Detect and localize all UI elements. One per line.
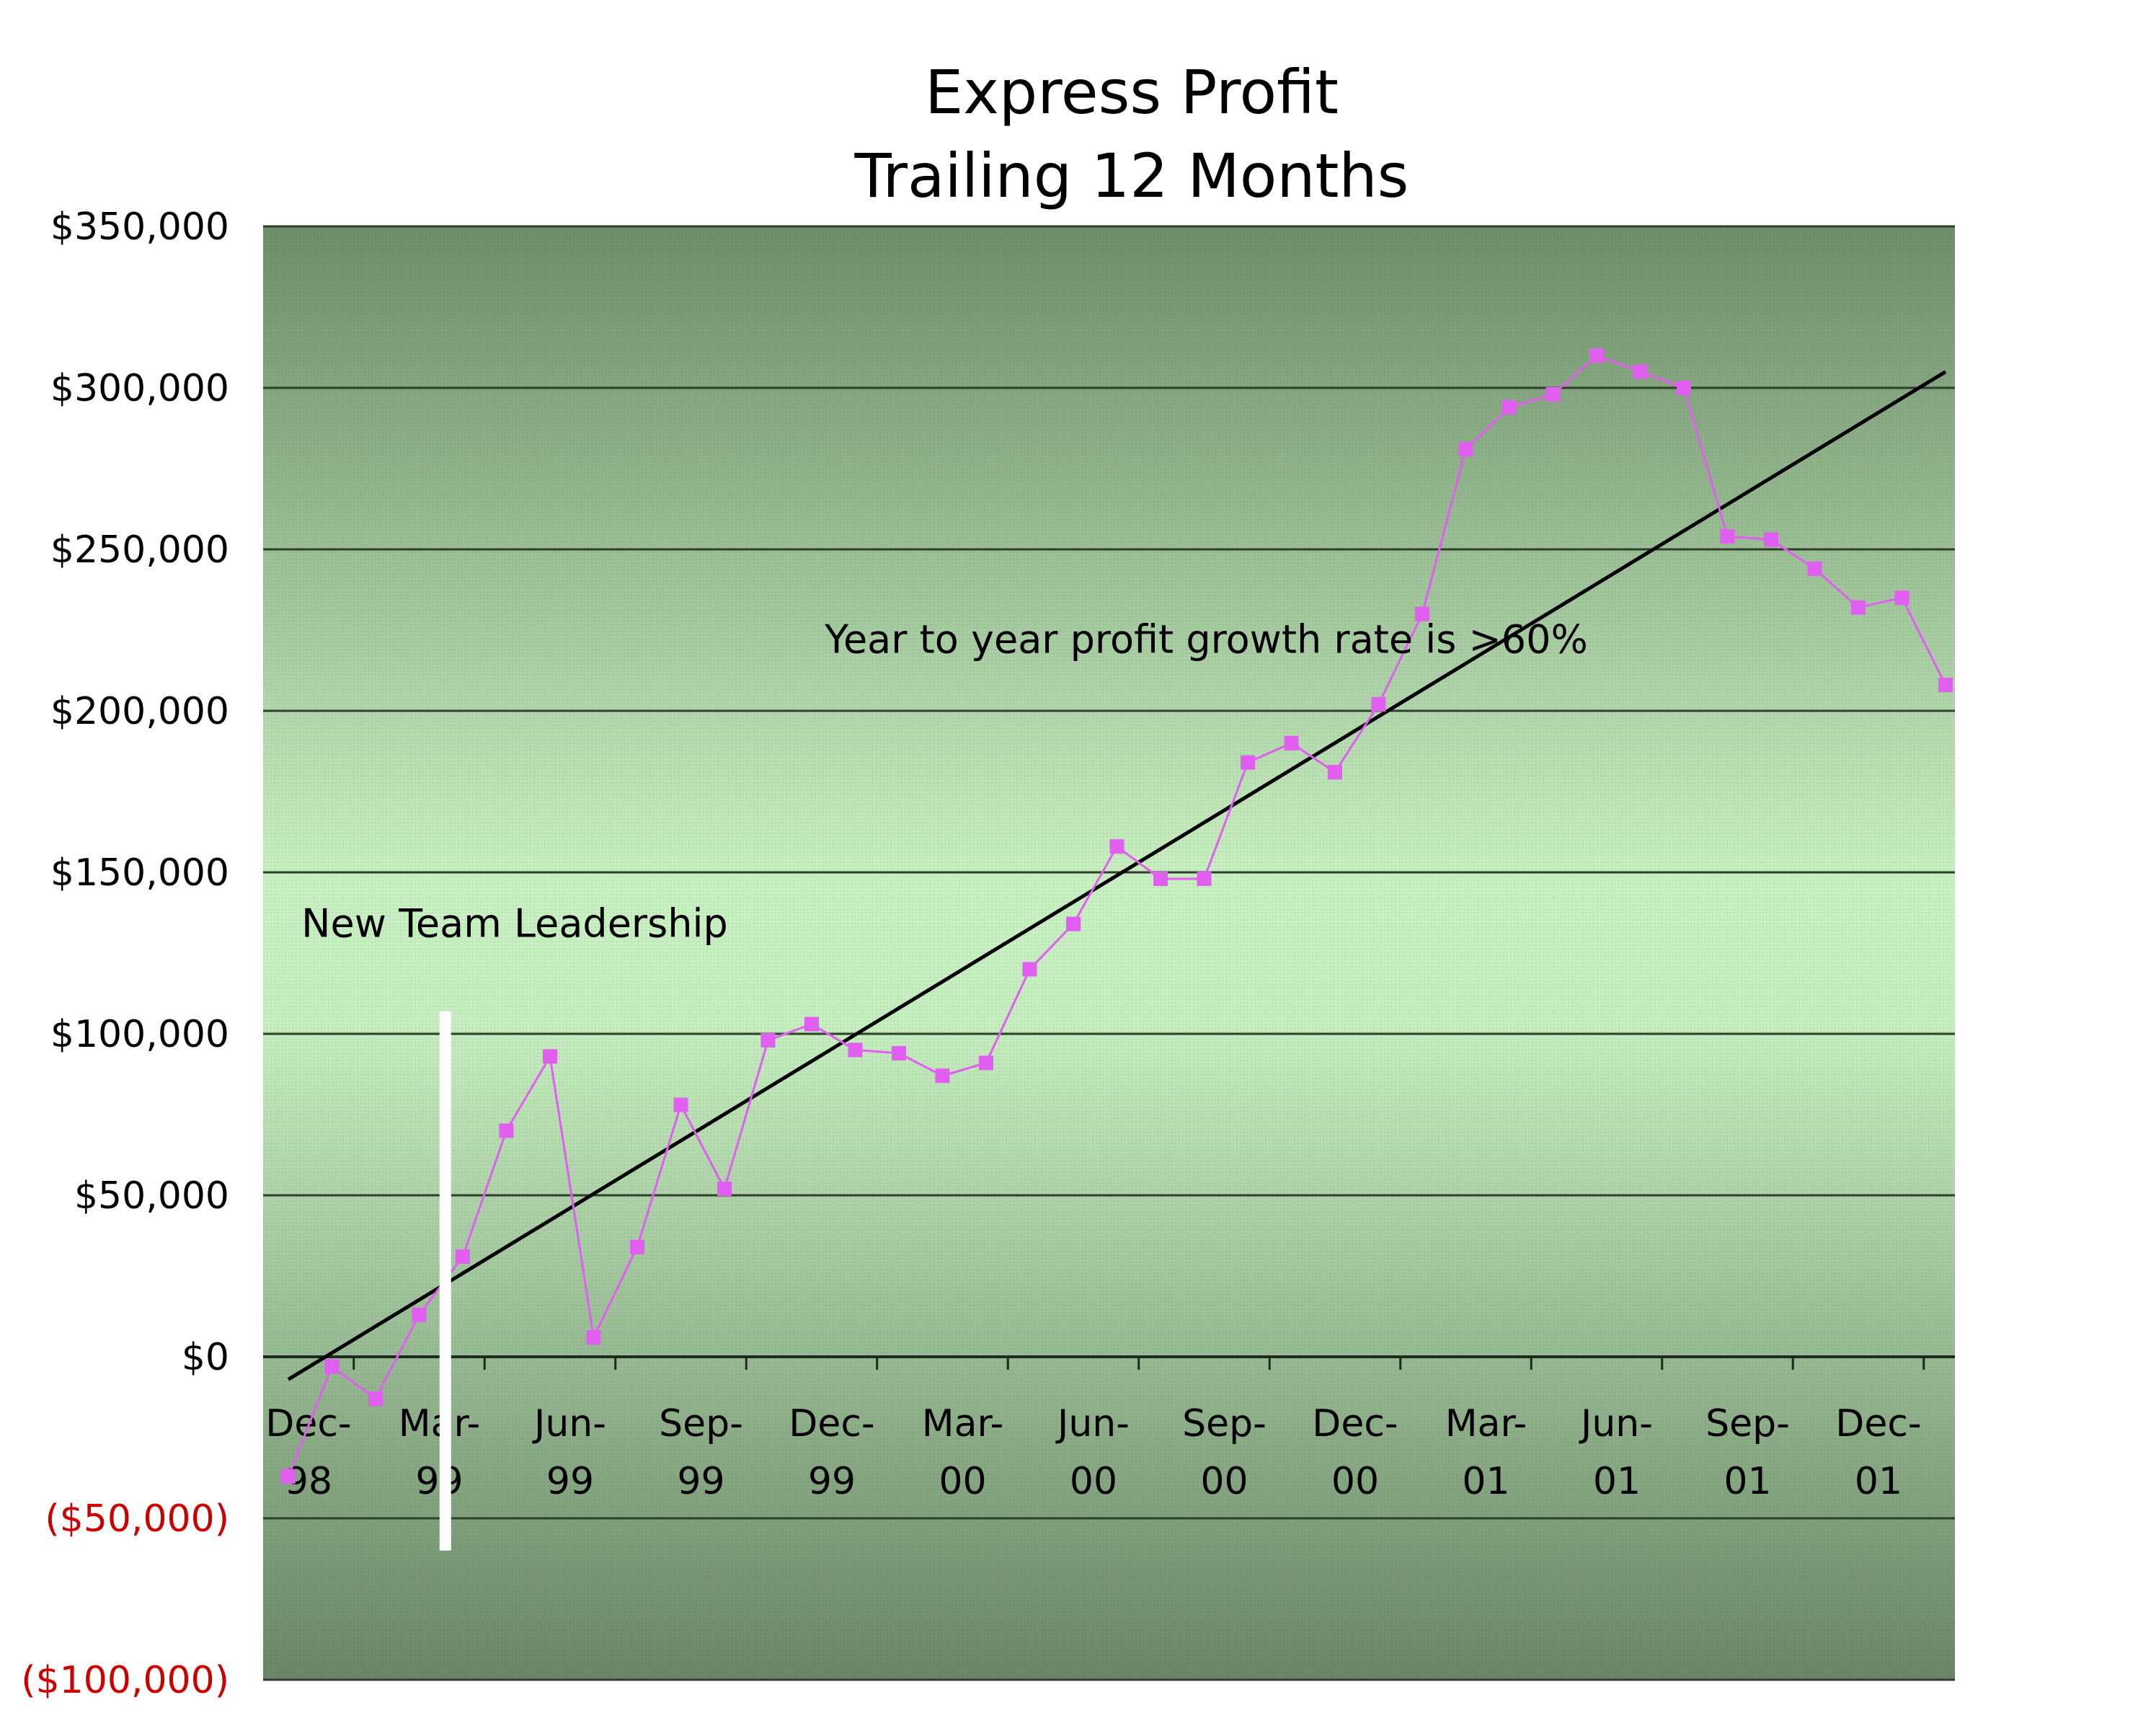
data-point <box>543 1049 557 1064</box>
data-point <box>281 1469 296 1484</box>
data-point <box>1022 962 1037 977</box>
data-point <box>673 1097 688 1112</box>
data-point <box>586 1330 601 1345</box>
annotations: New Team Leadership Year to year profit g… <box>301 616 1588 946</box>
y-tick-label: $200,000 <box>50 690 229 733</box>
x-tick-label-year: 99 <box>546 1460 594 1503</box>
x-tick-label-year: 00 <box>1331 1460 1379 1503</box>
x-tick-label-year: 00 <box>939 1460 986 1503</box>
data-point <box>1807 561 1822 576</box>
gridlines <box>263 225 1955 1681</box>
annotation-text: New Team Leadership <box>301 901 728 947</box>
x-tick-label-year: 99 <box>415 1460 463 1503</box>
x-tick-label-month: Dec- <box>1835 1402 1921 1445</box>
x-tick-label-year: 01 <box>1462 1460 1509 1503</box>
x-tick-label-month: Jun- <box>1055 1402 1130 1445</box>
x-axis <box>263 1355 1955 1370</box>
data-point <box>1066 916 1081 931</box>
y-tick-label: ($100,000) <box>21 1659 229 1702</box>
x-tick-label-year: 99 <box>677 1460 724 1503</box>
x-tick-label-year: 99 <box>808 1460 856 1503</box>
x-tick-label-month: Dec- <box>1312 1402 1398 1445</box>
data-point <box>935 1068 950 1084</box>
x-tick-label-year: 01 <box>1724 1460 1771 1503</box>
y-tick-label: $50,000 <box>74 1174 229 1218</box>
profit-series <box>281 348 1953 1484</box>
data-point <box>1109 839 1125 854</box>
data-point <box>1677 381 1691 395</box>
data-point <box>892 1045 906 1060</box>
data-point <box>1153 871 1168 886</box>
data-point <box>760 1032 776 1048</box>
y-tick-label: $250,000 <box>50 528 229 572</box>
trendline-line <box>287 370 1947 1381</box>
data-point <box>1720 529 1735 544</box>
y-tick-label: $300,000 <box>50 367 229 410</box>
x-tick-label-month: Jun- <box>532 1402 606 1445</box>
data-point <box>1197 871 1212 886</box>
data-point <box>1764 532 1778 547</box>
data-point <box>717 1182 732 1197</box>
x-tick-label-month: Sep- <box>659 1402 743 1445</box>
data-point <box>1458 442 1473 457</box>
data-point <box>1415 606 1429 621</box>
y-axis-tick-labels: $350,000 $300,000 $250,000 $200,000 $150,000… <box>21 205 229 1702</box>
data-point <box>1938 678 1953 693</box>
x-tick-label-year: 00 <box>1200 1460 1248 1503</box>
plot-texture <box>263 226 1955 1680</box>
x-tick-label-year: 00 <box>1070 1460 1117 1503</box>
data-point <box>1502 399 1517 415</box>
x-tick-label-month: Mar- <box>922 1402 1004 1445</box>
data-point <box>1633 364 1648 379</box>
data-point <box>804 1017 819 1032</box>
data-point <box>412 1307 427 1322</box>
y-tick-label: $350,000 <box>50 205 229 249</box>
data-point <box>1241 755 1255 770</box>
y-tick-label: $150,000 <box>50 851 229 895</box>
x-tick-label-month: Jun- <box>1579 1402 1653 1445</box>
chart-title-line-2: Trailing 12 Months <box>854 141 1409 211</box>
x-tick-label-year: 01 <box>1855 1460 1902 1503</box>
data-point <box>1328 765 1342 780</box>
x-tick-label-month: Sep- <box>1705 1402 1790 1445</box>
x-tick-label-month: Dec- <box>789 1402 874 1445</box>
x-tick-label-year: 01 <box>1593 1460 1641 1503</box>
data-point <box>1894 590 1909 606</box>
data-point <box>324 1359 340 1374</box>
x-tick-label-month: Mar- <box>1445 1402 1527 1445</box>
data-point <box>979 1055 993 1071</box>
x-tick-label-month: Mar- <box>399 1402 481 1445</box>
y-tick-label: $0 <box>182 1336 229 1379</box>
data-point <box>456 1249 470 1265</box>
data-point <box>1545 386 1561 402</box>
plot-area <box>263 226 1955 1680</box>
annotation-text: Year to year profit growth rate is >60% <box>824 616 1588 662</box>
data-point <box>368 1391 383 1407</box>
data-point <box>1851 600 1866 615</box>
data-point <box>499 1123 514 1138</box>
chart-title: Express Profit Trailing 12 Months <box>793 50 1471 218</box>
chart-title-line-1: Express Profit <box>925 57 1339 128</box>
trendline <box>287 370 1947 1381</box>
x-tick-label-month: Sep- <box>1182 1402 1267 1445</box>
data-point <box>1589 348 1604 363</box>
y-tick-label: ($50,000) <box>45 1497 229 1541</box>
x-axis-tick-labels: Dec-98Mar-99Jun-99Sep-99Dec-99Mar-00Jun-… <box>265 1402 1921 1503</box>
data-point <box>1284 735 1299 750</box>
data-point <box>630 1239 644 1254</box>
data-point <box>848 1042 863 1058</box>
y-tick-label: $100,000 <box>50 1013 229 1056</box>
data-point <box>1371 697 1386 712</box>
